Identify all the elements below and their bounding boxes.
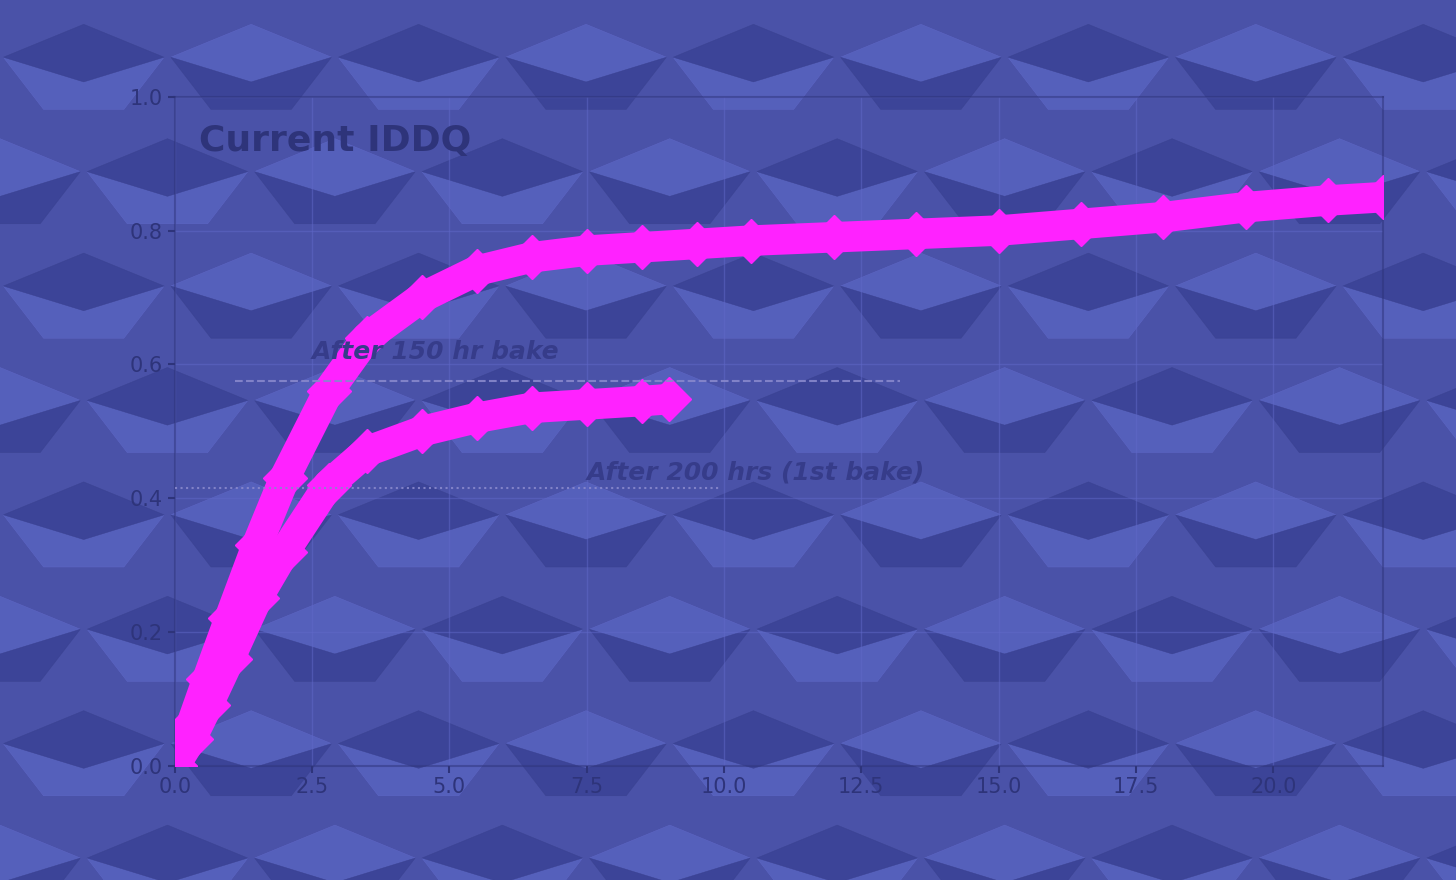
Text: After 150 hr bake: After 150 hr bake [312,341,559,364]
Text: Current IDDQ: Current IDDQ [199,123,472,158]
Text: After 200 hrs (1st bake): After 200 hrs (1st bake) [587,461,925,485]
